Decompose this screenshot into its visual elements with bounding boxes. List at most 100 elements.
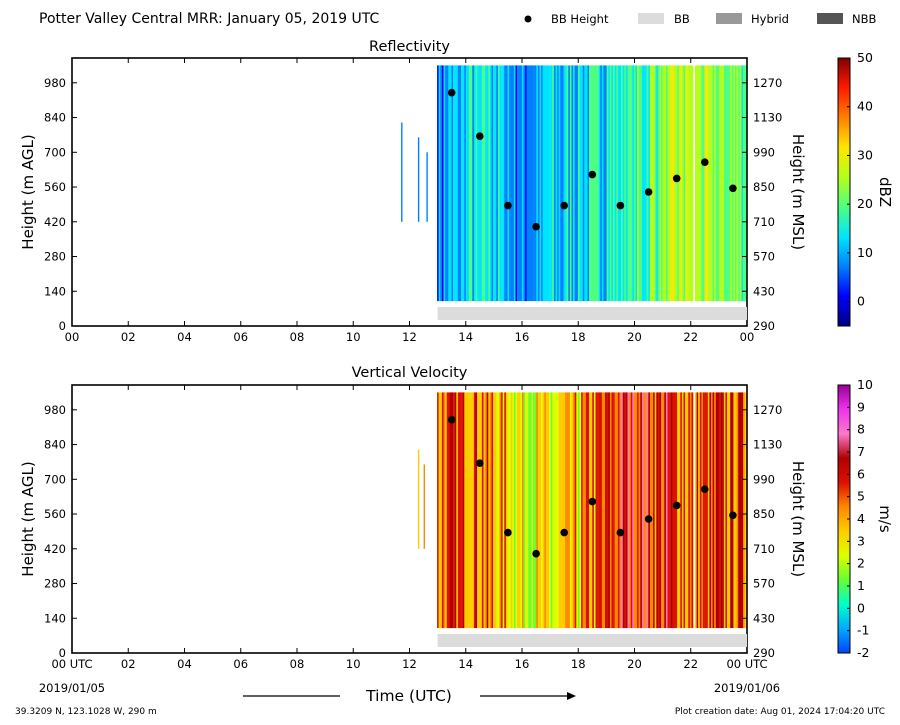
field-column: [609, 392, 612, 629]
field-column: [549, 392, 551, 629]
field-column: [569, 392, 572, 629]
field-column: [573, 65, 575, 302]
bb-legend-swatch: [638, 13, 664, 24]
colorbar-tick-label: 10: [857, 377, 873, 392]
colorbar-tick-label: 20: [857, 196, 873, 211]
field-column: [518, 65, 521, 302]
reflectivity-bb-type-bar: [437, 307, 747, 320]
field-column: [723, 392, 726, 629]
colorbar-tick-label: 10: [857, 245, 873, 260]
x-tick-label: 08: [290, 657, 305, 671]
field-column: [440, 65, 443, 302]
field-column: [448, 65, 451, 302]
field-column: [505, 392, 508, 629]
field-column: [725, 392, 728, 629]
legend-label-hybrid: Hybrid: [751, 12, 789, 26]
y-tick-label-right: 570: [753, 250, 775, 264]
field-column: [523, 392, 526, 629]
x-tick-label: 06: [233, 330, 248, 344]
field-column: [579, 392, 582, 629]
field-column: [680, 392, 683, 629]
field-column: [549, 65, 551, 302]
x-tick-label: 10: [346, 330, 361, 344]
field-column: [670, 65, 673, 302]
field-column: [630, 392, 633, 629]
bb-height-point: [588, 170, 597, 179]
colorbar-tick-label: 30: [857, 147, 873, 162]
colorbar-tick-label: 7: [857, 444, 865, 459]
field-column: [706, 392, 708, 629]
vertical-velocity-panel: Vertical Velocity 00 UTC 02 04 06 08 10 12 14 16…: [19, 365, 894, 671]
field-column: [659, 392, 662, 629]
sparse-echo: [401, 122, 403, 222]
y-tick-label: 980: [44, 403, 66, 417]
field-column: [614, 392, 617, 629]
y-tick-label-right: 570: [753, 577, 775, 591]
field-column: [637, 392, 639, 629]
footer: 2019/01/05 2019/01/06 Time (UTC) 39.3209…: [15, 681, 885, 717]
field-column: [456, 65, 459, 302]
field-column: [739, 392, 742, 629]
field-column: [603, 65, 606, 302]
field-column: [741, 392, 744, 629]
field-column: [593, 65, 596, 302]
field-column: [657, 392, 660, 629]
field-column: [521, 392, 524, 629]
y-tick-label: 980: [44, 76, 66, 90]
field-column: [531, 65, 534, 302]
field-column: [537, 392, 540, 629]
reflectivity-bb-height-points: [447, 88, 737, 231]
field-column: [454, 392, 457, 629]
field-column: [557, 65, 559, 302]
field-column: [717, 392, 720, 629]
field-column: [593, 392, 596, 629]
field-column: [541, 65, 543, 302]
field-column: [571, 392, 574, 629]
field-column: [529, 65, 532, 302]
field-column: [730, 392, 732, 629]
field-column: [589, 65, 591, 302]
field-column: [512, 65, 515, 302]
field-column: [507, 65, 510, 302]
field-column: [688, 65, 691, 302]
field-column: [638, 65, 641, 302]
field-column: [605, 392, 607, 629]
sparse-echo: [423, 464, 425, 549]
field-column: [475, 392, 478, 629]
field-column: [648, 392, 651, 629]
field-column: [477, 65, 479, 302]
field-column: [563, 65, 566, 302]
reflectivity-y-label-right: Height (m MSL): [789, 134, 807, 250]
field-column: [568, 392, 571, 629]
field-column: [635, 392, 638, 629]
field-column: [701, 65, 704, 302]
field-column: [565, 65, 567, 302]
bb-height-point: [560, 201, 568, 210]
field-column: [544, 392, 547, 629]
field-column: [691, 65, 694, 302]
y-tick-label-right: 850: [753, 507, 775, 521]
y-tick-label: 840: [44, 111, 66, 125]
field-column: [731, 392, 734, 629]
field-column: [464, 65, 467, 302]
field-column: [544, 65, 547, 302]
bb-height-point: [504, 201, 512, 210]
field-column: [469, 392, 471, 629]
field-column: [467, 392, 470, 629]
vertical-velocity-y-label-left: Height (m AGL): [19, 461, 37, 576]
field-column: [518, 392, 521, 629]
field-column: [571, 65, 574, 302]
field-column: [738, 65, 740, 302]
field-column: [733, 392, 736, 629]
field-column: [643, 65, 646, 302]
bb-height-point: [729, 511, 737, 520]
field-column: [598, 392, 601, 629]
field-column: [513, 392, 516, 629]
field-column: [629, 65, 631, 302]
field-column: [744, 65, 747, 302]
field-column: [686, 65, 689, 302]
field-column: [459, 65, 462, 302]
field-column: [675, 65, 678, 302]
field-column: [472, 392, 475, 629]
x-tick-label: 08: [290, 330, 305, 344]
